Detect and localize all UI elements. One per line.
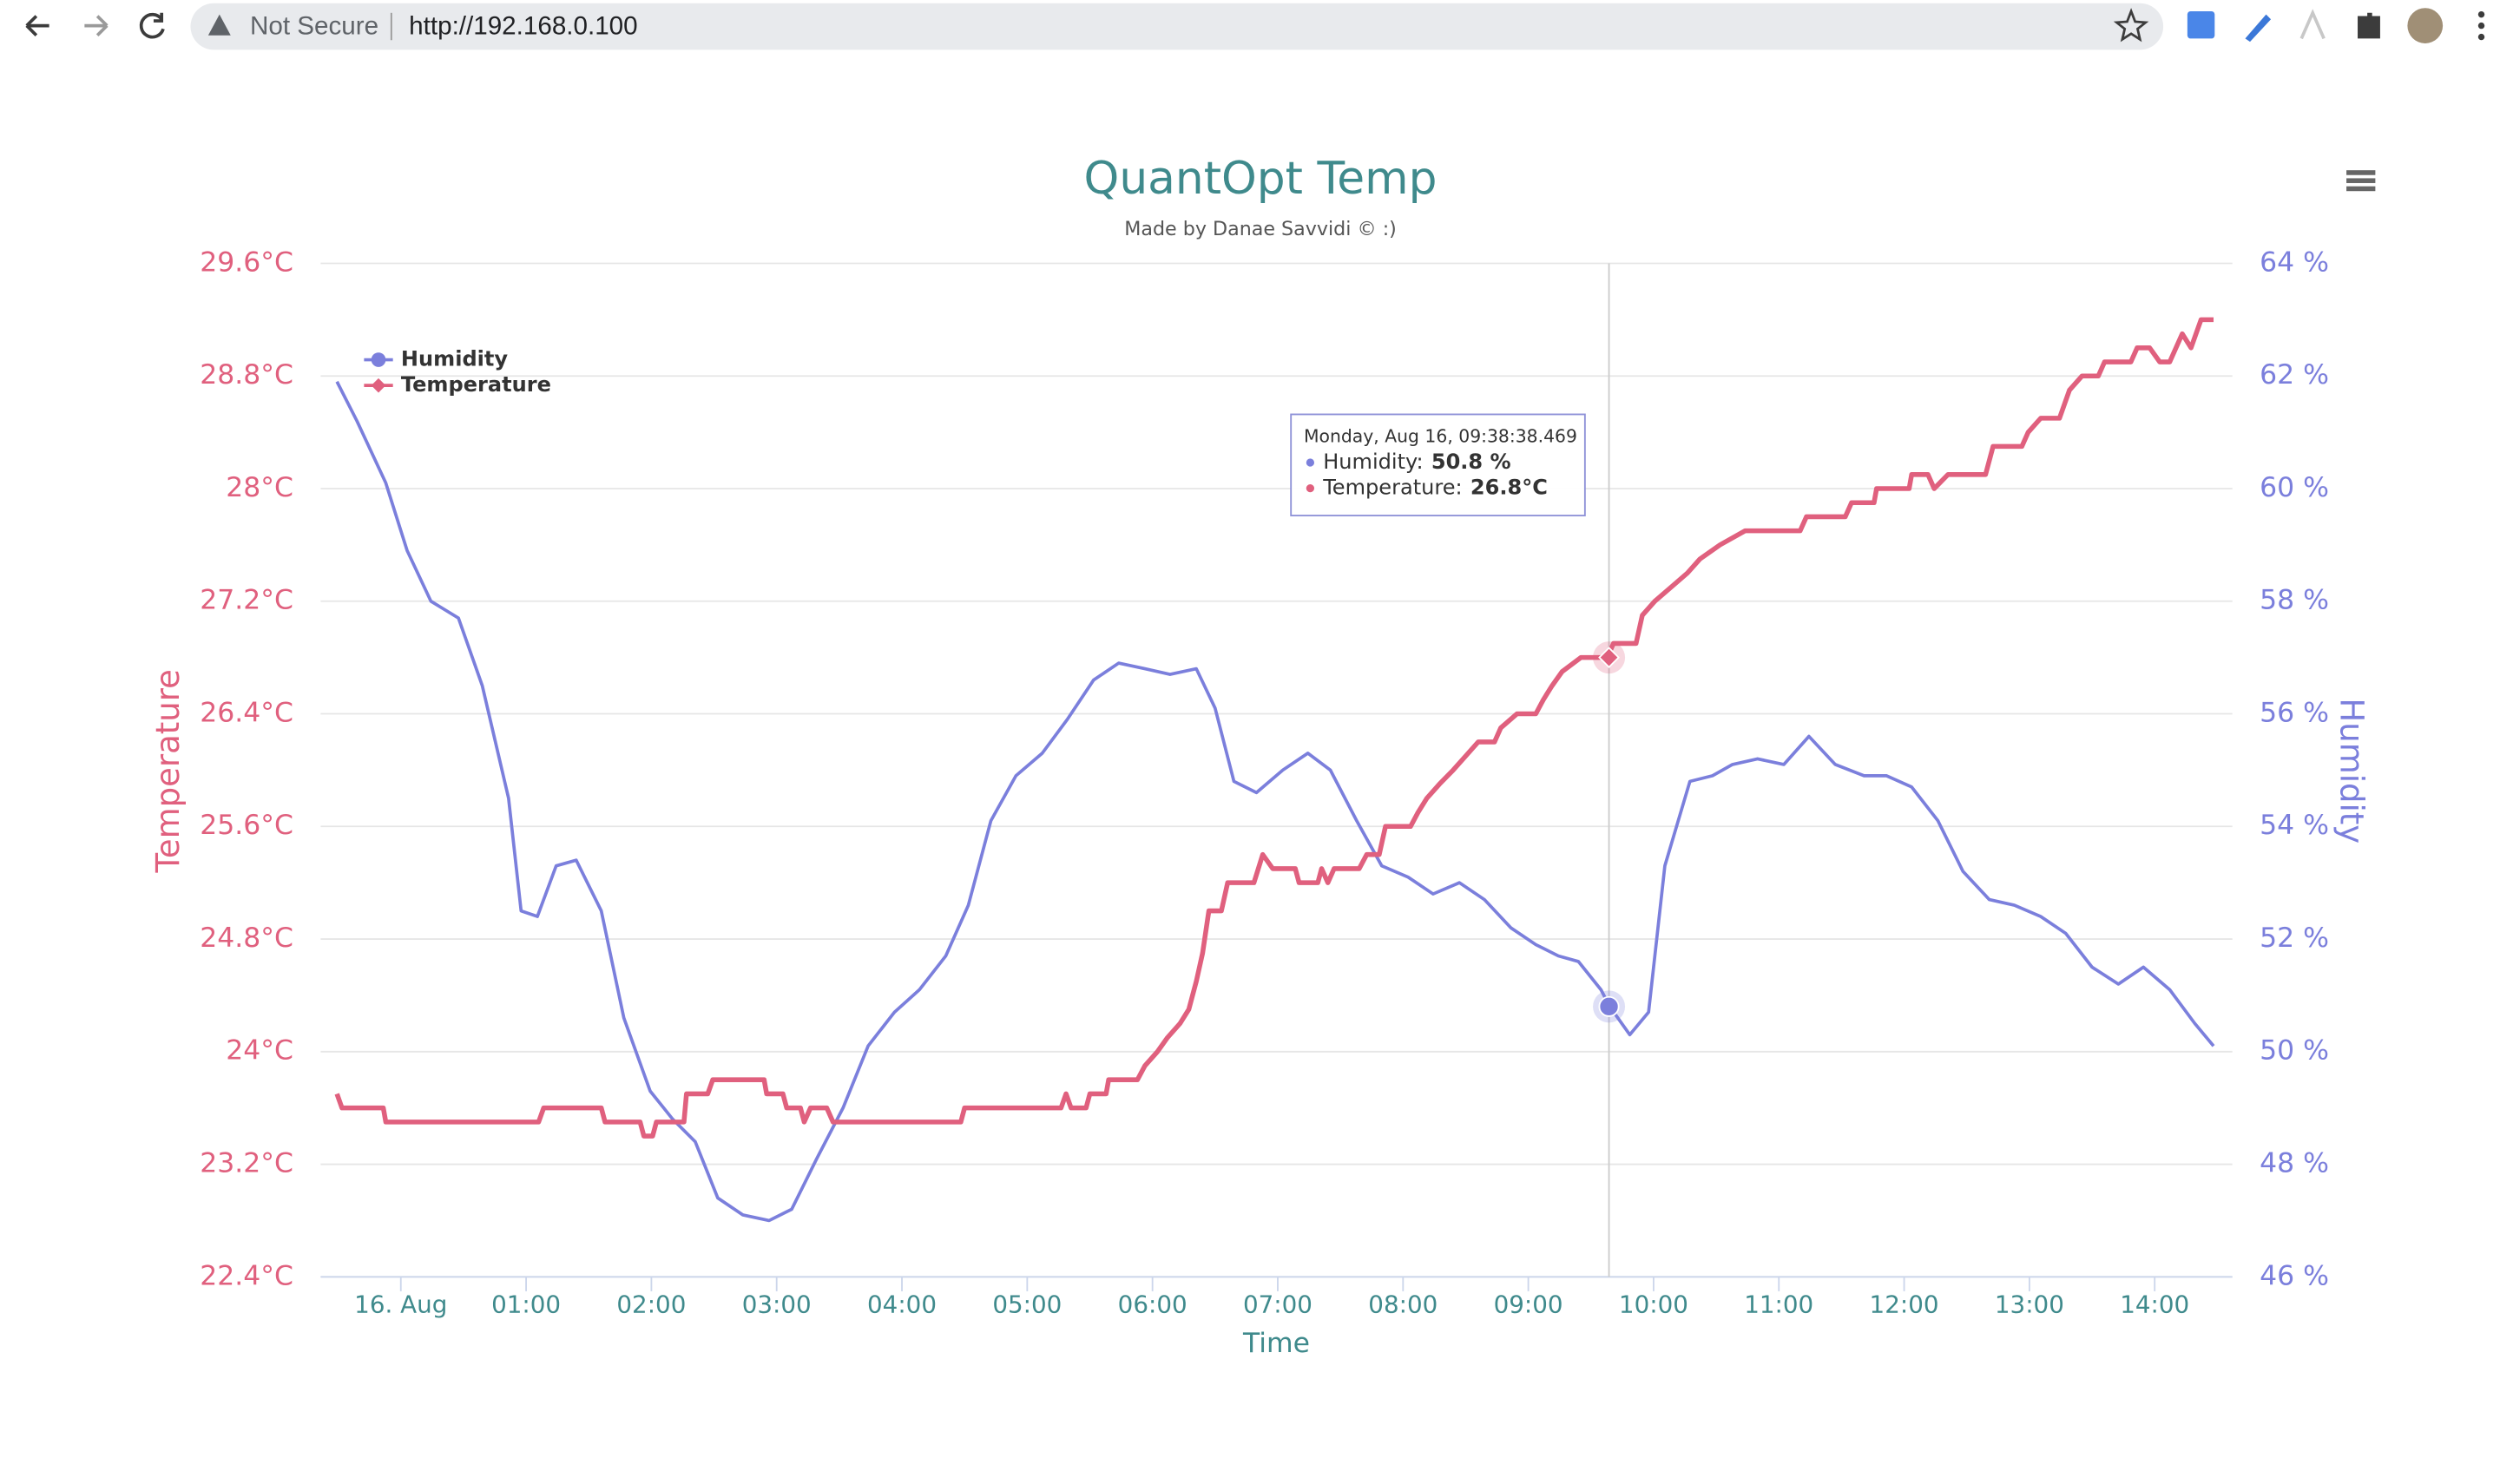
url: http://192.168.0.100 <box>409 11 637 40</box>
x-tick-label: 09:00 <box>1494 1290 1563 1319</box>
y-tick-label: 22.4°C <box>200 1260 293 1291</box>
legend-symbol <box>371 352 386 367</box>
security-label: Not Secure <box>250 11 378 40</box>
menu-bar[interactable] <box>2346 178 2376 183</box>
tooltip-label: Temperature: <box>1322 476 1462 500</box>
y-tick-label: 24°C <box>226 1035 293 1067</box>
menu-bar[interactable] <box>2346 170 2376 175</box>
extensions-menu[interactable] <box>2358 12 2380 39</box>
menu-dot[interactable] <box>2477 10 2485 18</box>
y2-tick-label: 52 % <box>2260 923 2329 954</box>
y-tick-label: 24.8°C <box>200 923 293 954</box>
y-tick-label: 26.4°C <box>200 698 293 729</box>
x-tick-label: 12:00 <box>1870 1290 1939 1319</box>
y2-tick-label: 58 % <box>2260 585 2329 616</box>
tooltip: Monday, Aug 16, 09:38:38.469 Humidity: 50.… <box>1290 413 1586 516</box>
chart-title: QuantOpt Temp <box>1084 153 1438 205</box>
x-tick-label: 13:00 <box>1995 1290 2064 1319</box>
tooltip-value: 26.8°C <box>1470 476 1548 500</box>
tooltip-row: Humidity: 50.8 % <box>1323 450 1510 474</box>
tooltip-bullet <box>1306 483 1315 493</box>
menu-dot[interactable] <box>2477 22 2485 30</box>
reload-button[interactable] <box>139 12 165 39</box>
export-menu-button[interactable] <box>2346 170 2376 192</box>
hover-point <box>1598 995 1620 1017</box>
browser-menu[interactable] <box>2477 10 2485 41</box>
series-line <box>335 380 2215 1223</box>
x-tick-label: 01:00 <box>491 1290 561 1319</box>
y2-tick-label: 64 % <box>2260 247 2329 279</box>
tooltip-row: Temperature: 26.8°C <box>1322 476 1548 500</box>
x-tick-label: 03:00 <box>742 1290 812 1319</box>
x-tick-label: 08:00 <box>1368 1290 1438 1319</box>
legend-label: Temperature <box>401 372 551 397</box>
translate-extension[interactable] <box>2187 10 2215 39</box>
x-tick-label: 04:00 <box>867 1290 937 1319</box>
x-tick-label: 06:00 <box>1118 1290 1188 1319</box>
y2-tick-label: 46 % <box>2260 1260 2329 1291</box>
pen-extension[interactable] <box>2245 14 2272 43</box>
bookmark-star[interactable] <box>2113 8 2149 43</box>
tooltip-title: Monday, Aug 16, 09:38:38.469 <box>1304 425 1577 446</box>
y2-tick-label: 48 % <box>2260 1148 2329 1179</box>
chart-subtitle: Made by Danae Savvidi © :) <box>1124 218 1397 240</box>
x-tick-label: 07:00 <box>1243 1290 1312 1319</box>
y-tick-label: 28.8°C <box>200 359 293 391</box>
x-axis-title: Time <box>1242 1328 1310 1359</box>
legend-label: Humidity <box>401 347 508 371</box>
y2-tick-label: 62 % <box>2260 359 2329 391</box>
y2-tick-label: 50 % <box>2260 1035 2329 1067</box>
forward-button[interactable] <box>84 15 109 37</box>
tooltip-bullet <box>1306 458 1315 467</box>
series-line <box>334 317 2214 1139</box>
y2-tick-label: 60 % <box>2260 472 2329 503</box>
x-tick-label: 02:00 <box>616 1290 686 1319</box>
tooltip-value: 50.8 % <box>1431 450 1511 474</box>
menu-dot[interactable] <box>2477 33 2485 41</box>
legend-symbol <box>371 378 386 393</box>
tooltip-box <box>1290 413 1586 516</box>
y2-axis-title: Humidity <box>2332 698 2370 844</box>
hover-point <box>1598 647 1620 669</box>
extension[interactable] <box>2299 9 2326 40</box>
warning-icon <box>207 14 231 36</box>
profile-avatar[interactable] <box>2407 8 2444 43</box>
y2-tick-label: 54 % <box>2260 810 2329 841</box>
address-bar[interactable] <box>190 3 2164 50</box>
y-axis-title: Temperature <box>149 669 187 873</box>
y-tick-label: 27.2°C <box>200 585 293 616</box>
y-tick-label: 29.6°C <box>200 247 293 279</box>
back-button[interactable] <box>25 15 49 37</box>
y-tick-label: 23.2°C <box>200 1148 293 1179</box>
x-tick-label: 16. Aug <box>354 1290 447 1319</box>
x-tick-label: 10:00 <box>1619 1290 1688 1319</box>
menu-bar[interactable] <box>2346 186 2376 192</box>
x-tick-label: 14:00 <box>2120 1290 2189 1319</box>
y-tick-label: 28°C <box>226 472 293 503</box>
y2-tick-label: 56 % <box>2260 698 2329 729</box>
y-tick-label: 25.6°C <box>200 810 293 841</box>
x-tick-label: 05:00 <box>992 1290 1062 1319</box>
x-tick-label: 11:00 <box>1744 1290 1813 1319</box>
tooltip-label: Humidity: <box>1323 450 1423 474</box>
